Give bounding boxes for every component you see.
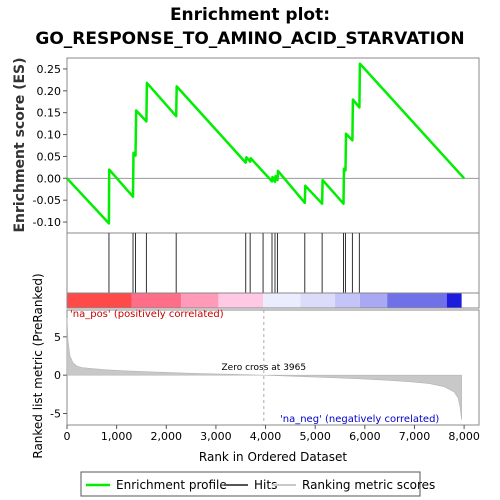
enrichment-profile-line <box>66 62 466 225</box>
metric-y-axis-label: Ranked list metric (PreRanked) <box>31 273 45 458</box>
legend-hits-label: Hits <box>254 478 277 492</box>
metric-panel <box>66 309 480 426</box>
es-y-tick-label: 0.00 <box>37 172 62 185</box>
x-tick-label: 4,000 <box>250 430 282 443</box>
es-y-tick-label: 0.20 <box>37 85 62 98</box>
heatmap-segment <box>263 293 301 308</box>
es-y-tick-label: 0.15 <box>37 107 62 120</box>
metric-y-tick-label: 0 <box>54 369 61 382</box>
x-tick-label: 3,000 <box>200 430 232 443</box>
metric-y-tick-label: 5 <box>54 331 61 344</box>
x-axis-label: Rank in Ordered Dataset <box>199 450 347 464</box>
x-tick-label: 5,000 <box>299 430 331 443</box>
x-tick-label: 0 <box>64 430 71 443</box>
heatmap-segment <box>446 293 462 308</box>
x-tick-label: 6,000 <box>349 430 381 443</box>
es-profile-group <box>66 62 466 225</box>
es-y-tick-label: 0.10 <box>37 129 62 142</box>
heatmap-segment <box>359 293 388 308</box>
metric-y-ticks: -5 0 5 <box>50 331 67 421</box>
legend: Enrichment profile Hits Ranking metric sco… <box>80 471 435 497</box>
heatmap-segment <box>387 293 447 308</box>
x-tick-label: 8,000 <box>448 430 480 443</box>
chart-title-line-2: GO_RESPONSE_TO_AMINO_ACID_STARVATION <box>35 29 464 49</box>
x-tick-label: 1,000 <box>101 430 133 443</box>
heatmap-segment <box>131 293 182 308</box>
positive-correlation-label: 'na_pos' (positively correlated) <box>70 309 224 320</box>
metric-y-tick-label: -5 <box>50 408 61 421</box>
chart-title-line-1: Enrichment plot: <box>170 5 330 25</box>
heatmap-segment <box>218 293 264 308</box>
heatmap-segment <box>300 293 336 308</box>
es-y-tick-label: 0.25 <box>37 63 62 76</box>
x-tick-label: 2,000 <box>151 430 183 443</box>
heatmap-segment <box>335 293 360 308</box>
es-y-tick-label: -0.05 <box>33 194 61 207</box>
es-y-axis-label: Enrichment score (ES) <box>12 57 28 232</box>
x-axis-ticks: 0 1,000 2,000 3,000 4,000 5,000 6,000 7,000 8,00… <box>64 425 480 443</box>
ranking-metric-area <box>66 317 462 420</box>
hit-markers <box>108 233 360 293</box>
es-y-tick-label: 0.05 <box>37 150 62 163</box>
zero-cross-group: Zero cross at 3965 <box>222 310 307 425</box>
legend-enrichment-profile-label: Enrichment profile <box>116 478 227 492</box>
legend-box <box>80 471 421 497</box>
es-panel <box>66 57 480 234</box>
negative-correlation-label: 'na_neg' (negatively correlated) <box>280 414 439 425</box>
rank-heatmap-bar <box>66 292 480 309</box>
es-y-ticks: -0.10 -0.05 0.00 0.05 0.10 0.15 0.20 0.25 <box>33 63 67 229</box>
x-tick-label: 7,000 <box>399 430 431 443</box>
heatmap-border <box>66 292 480 309</box>
heatmap-segment <box>67 293 132 308</box>
legend-ranking-metric-label: Ranking metric scores <box>302 478 435 492</box>
hits-panel <box>66 232 480 294</box>
heatmap-segment <box>181 293 219 308</box>
zero-cross-label: Zero cross at 3965 <box>222 363 307 373</box>
metric-scores-group <box>66 317 462 420</box>
es-y-tick-label: -0.10 <box>33 216 61 229</box>
